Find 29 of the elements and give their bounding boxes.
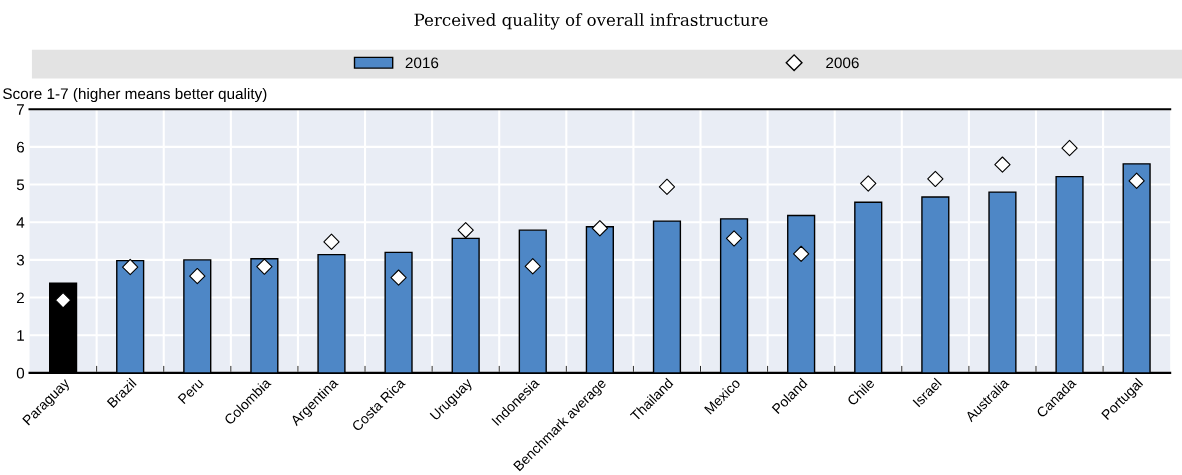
y-tick-label: 1 <box>17 330 24 341</box>
y-tick-label: 2 <box>16 292 24 304</box>
point <box>256 258 273 275</box>
y-tick-label: 6 <box>16 141 25 153</box>
y-tick-label: 7 <box>16 104 24 115</box>
point <box>54 292 72 309</box>
point <box>860 175 877 192</box>
y-tick-label: 5 <box>16 179 25 191</box>
point <box>189 267 206 285</box>
point <box>994 156 1011 173</box>
point <box>457 221 474 239</box>
legend-label: 2016 <box>405 57 439 69</box>
legend-label: 2006 <box>826 57 859 69</box>
point <box>658 178 676 195</box>
y-axis-title: Score 1-7 (higher means better quality) <box>3 87 267 103</box>
point <box>390 269 407 286</box>
point <box>927 170 944 188</box>
point <box>524 258 541 275</box>
y-tick-label: 4 <box>16 217 25 228</box>
point <box>792 245 810 263</box>
point <box>591 220 609 237</box>
point <box>725 230 743 247</box>
point <box>122 258 139 276</box>
point <box>323 233 340 250</box>
point <box>1061 139 1078 157</box>
point <box>1128 172 1145 189</box>
y-tick-label: 0 <box>16 367 25 379</box>
chart-title: Perceived quality of overall infrastructure <box>414 13 768 30</box>
y-tick-label: 3 <box>16 254 25 266</box>
